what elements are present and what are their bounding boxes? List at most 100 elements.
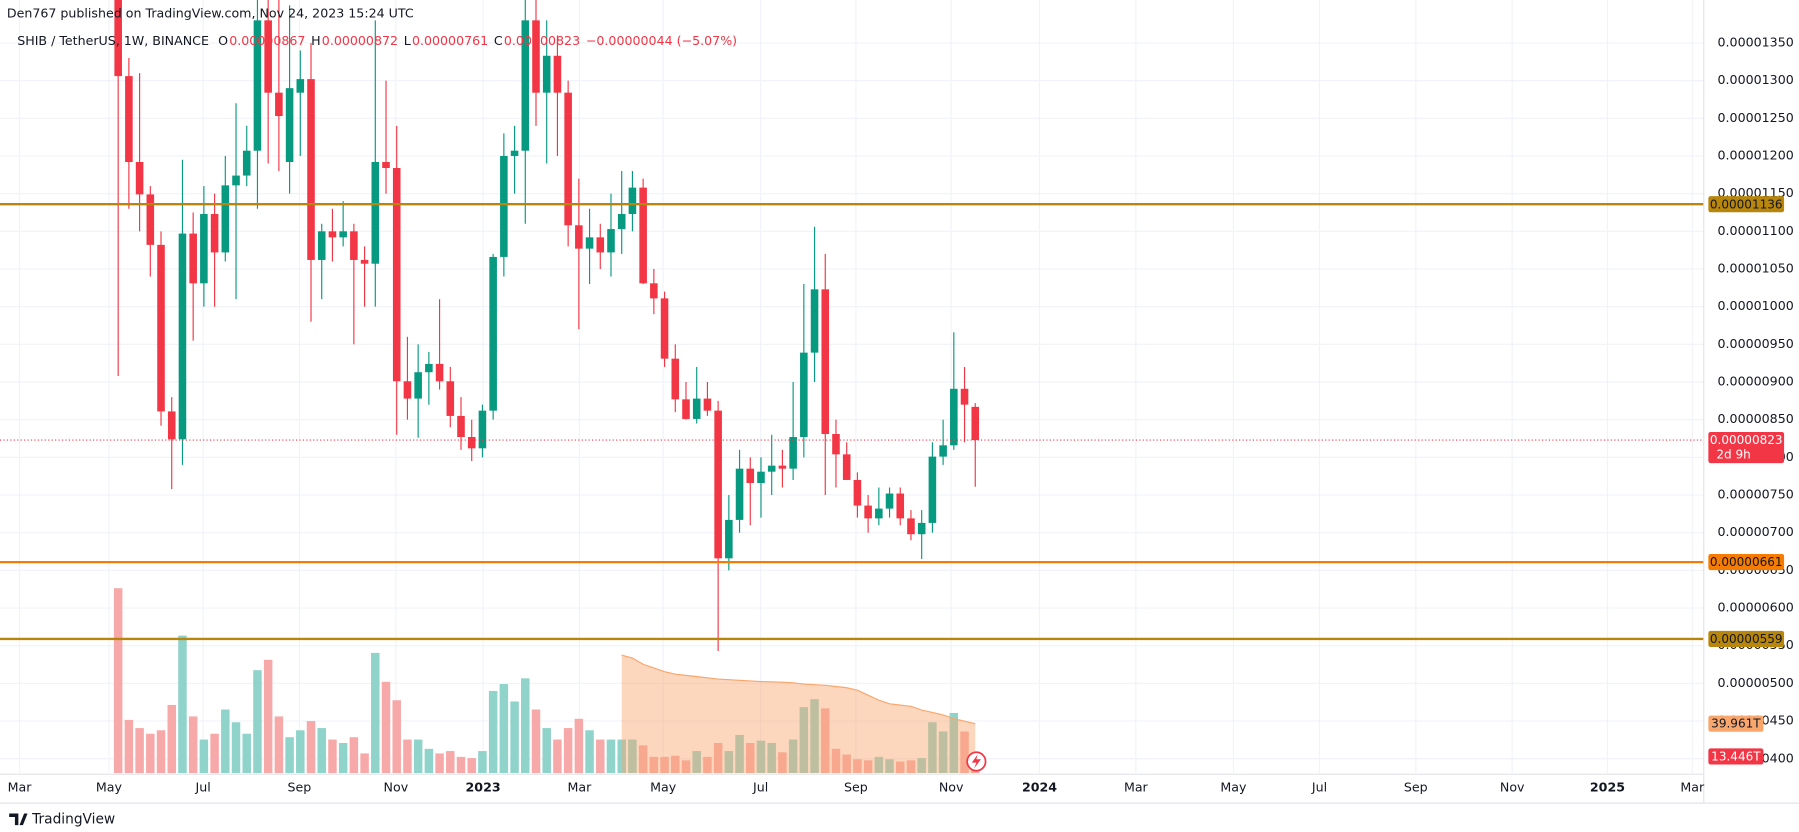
candle-body bbox=[885, 493, 894, 509]
volume-bar bbox=[392, 700, 401, 774]
legend-key: H bbox=[311, 33, 320, 48]
volume-bar bbox=[885, 759, 894, 774]
x-tick-label: Nov bbox=[939, 780, 964, 795]
level-label-box bbox=[1708, 630, 1785, 648]
volume-bar bbox=[478, 751, 487, 774]
volume-bar bbox=[938, 731, 948, 774]
volume-bar bbox=[381, 681, 391, 774]
y-tick-label: 0.00000850 bbox=[1718, 411, 1794, 426]
candle-body bbox=[414, 372, 422, 399]
volume-bar bbox=[274, 716, 284, 774]
volume-bar bbox=[242, 733, 251, 774]
volume-bar bbox=[713, 743, 723, 774]
volume-bar bbox=[842, 754, 851, 774]
volume-bar bbox=[446, 751, 455, 774]
axis-markers: 0.00001136 0.00000661 0.00000559 0.00000823… bbox=[1708, 196, 1785, 765]
y-tick-label: 0.00000600 bbox=[1718, 600, 1794, 615]
legend-change: −0.00000044 (−5.07%) bbox=[586, 33, 737, 48]
volume-bar bbox=[960, 731, 969, 774]
volume-bar bbox=[306, 721, 316, 774]
volume-bar bbox=[296, 730, 305, 774]
candle-body bbox=[575, 225, 583, 249]
candle-body bbox=[296, 79, 305, 93]
candle-body bbox=[810, 289, 819, 353]
countdown-label: 2d 9h bbox=[1716, 448, 1750, 462]
candle-body bbox=[178, 233, 187, 440]
candle-body bbox=[564, 92, 572, 226]
level-label-box bbox=[1708, 554, 1785, 571]
volume-bar bbox=[746, 743, 755, 774]
volume-bar bbox=[853, 759, 862, 774]
candle-body bbox=[917, 522, 926, 535]
candle-body bbox=[242, 150, 251, 176]
volume-bar bbox=[788, 739, 798, 774]
candle-body bbox=[221, 185, 230, 253]
volume-bar bbox=[574, 718, 584, 774]
legend-value: 0.00000872 bbox=[322, 33, 398, 48]
candle-body bbox=[928, 456, 937, 523]
y-tick-label: 0.00001000 bbox=[1718, 298, 1794, 313]
volume-bar bbox=[403, 739, 412, 774]
candle-body bbox=[789, 437, 797, 469]
volume-bar bbox=[638, 745, 648, 774]
volume-bar bbox=[531, 709, 541, 774]
candle-body bbox=[157, 244, 165, 412]
candle-body bbox=[489, 256, 497, 411]
volume-bar bbox=[424, 748, 434, 774]
volume-label: 13.446T bbox=[1711, 749, 1761, 763]
volume-bar bbox=[649, 756, 659, 774]
volume-bar bbox=[317, 728, 326, 774]
volume-bar bbox=[563, 728, 573, 774]
y-tick-label: 0.00000900 bbox=[1718, 373, 1794, 388]
volume-bar bbox=[703, 756, 712, 774]
candle-body bbox=[382, 161, 390, 169]
pane bbox=[0, 0, 1704, 774]
x-tick-label: Sep bbox=[844, 780, 868, 795]
candle-body bbox=[778, 465, 787, 469]
candle-body bbox=[714, 410, 722, 559]
candle-body bbox=[542, 55, 551, 93]
candle-body bbox=[553, 55, 562, 93]
x-tick-label: May bbox=[96, 780, 123, 795]
candle-body bbox=[264, 20, 272, 93]
x-tick-label: Mar bbox=[567, 780, 592, 795]
candle-body bbox=[467, 437, 476, 449]
volume-bar bbox=[681, 760, 691, 774]
candle-body bbox=[800, 352, 808, 438]
volume-bar bbox=[692, 751, 701, 774]
volume-bar bbox=[585, 730, 594, 774]
candle-body bbox=[500, 155, 508, 257]
x-tick-label: Jul bbox=[752, 780, 768, 795]
volume-bar bbox=[896, 761, 905, 774]
volume-bar bbox=[917, 758, 926, 774]
legend-value: 0.00000823 bbox=[504, 33, 580, 48]
volume-bar bbox=[413, 739, 423, 774]
candle-body bbox=[875, 508, 883, 519]
candle-body bbox=[371, 161, 380, 264]
level-label: 0.00000559 bbox=[1710, 632, 1783, 646]
candle-body bbox=[521, 20, 530, 151]
candle-body bbox=[446, 381, 455, 416]
candle-body bbox=[639, 187, 647, 284]
y-tick-label: 0.00000950 bbox=[1718, 336, 1794, 351]
volume-bar bbox=[778, 752, 787, 774]
candle-body bbox=[703, 398, 712, 411]
candle-body bbox=[832, 434, 840, 455]
volume-bar bbox=[499, 684, 509, 774]
grid bbox=[0, 0, 1704, 774]
volume-bar bbox=[928, 722, 937, 774]
candle-body bbox=[510, 150, 519, 156]
candle-body bbox=[735, 468, 744, 520]
candle-body bbox=[617, 213, 626, 230]
y-tick-label: 0.00000700 bbox=[1718, 524, 1794, 539]
candle-body bbox=[146, 194, 155, 245]
volume-bar bbox=[767, 743, 776, 774]
volume-bar bbox=[199, 739, 209, 774]
candle-body bbox=[746, 468, 755, 483]
candle-body bbox=[767, 465, 776, 472]
y-tick-label: 0.00001300 bbox=[1718, 72, 1794, 87]
x-tick-label: Nov bbox=[384, 780, 409, 795]
candle-body bbox=[660, 298, 669, 359]
legend: SHIB / TetherUS, 1W, BINANCE O 0.00000867… bbox=[17, 33, 737, 48]
candle-body bbox=[392, 168, 401, 382]
